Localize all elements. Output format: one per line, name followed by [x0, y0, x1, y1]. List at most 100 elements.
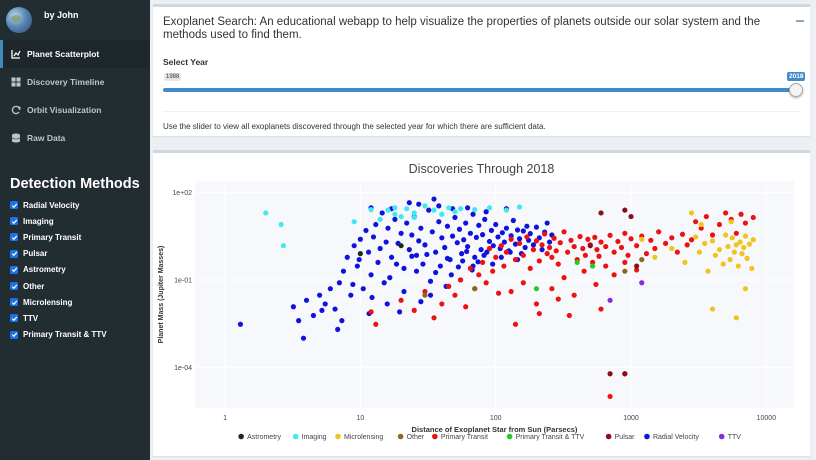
data-point-radial-velocity[interactable] — [530, 242, 537, 248]
data-point-radial-velocity[interactable] — [409, 253, 415, 259]
data-point-radial-velocity[interactable] — [393, 261, 400, 267]
legend-marker[interactable] — [335, 433, 341, 440]
data-point-primary-transit[interactable] — [679, 231, 686, 237]
data-point-primary-transit[interactable] — [561, 275, 567, 281]
checkbox-checked-icon[interactable] — [10, 201, 18, 210]
data-point-primary-transit[interactable] — [652, 245, 658, 252]
data-point-primary-transit[interactable] — [571, 243, 577, 250]
data-point-primary-transit[interactable] — [662, 240, 669, 246]
data-point-radial-velocity[interactable] — [373, 221, 379, 228]
data-point-microlensing[interactable] — [729, 235, 735, 241]
data-point-radial-velocity[interactable] — [300, 335, 307, 341]
legend-marker[interactable] — [432, 433, 438, 440]
method-checkbox-row[interactable]: Pulsar — [0, 246, 150, 262]
legend-marker[interactable] — [644, 433, 650, 440]
data-point-imaging[interactable] — [368, 207, 374, 213]
data-point-microlensing[interactable] — [693, 234, 699, 240]
checkbox-checked-icon[interactable] — [10, 265, 18, 274]
method-checkbox-row[interactable]: Astrometry — [0, 262, 150, 278]
data-point-radial-velocity[interactable] — [340, 268, 347, 274]
data-point-primary-transit[interactable] — [598, 306, 604, 312]
sidebar-item-raw-data[interactable]: Raw Data — [0, 124, 150, 152]
data-point-primary-transit[interactable] — [603, 243, 609, 250]
data-point-primary-transit[interactable] — [607, 393, 613, 400]
data-point-radial-velocity[interactable] — [398, 230, 404, 236]
legend-label[interactable]: Primary Transit — [441, 434, 488, 441]
data-point-radial-velocity[interactable] — [431, 196, 437, 202]
data-point-microlensing[interactable] — [746, 241, 753, 247]
data-point-primary-transit[interactable] — [512, 321, 519, 327]
data-point-microlensing[interactable] — [737, 239, 743, 245]
legend-label[interactable]: Primary Transit & TTV — [516, 434, 585, 441]
data-point-imaging[interactable] — [486, 205, 493, 211]
data-point-imaging[interactable] — [398, 213, 404, 220]
data-point-radial-velocity[interactable] — [544, 220, 550, 226]
data-point-primary-transit[interactable] — [733, 230, 739, 236]
checkbox-checked-icon[interactable] — [10, 217, 18, 226]
data-point-primary-transit[interactable] — [557, 240, 563, 246]
data-point-radial-velocity[interactable] — [404, 220, 410, 226]
data-point-primary-transit[interactable] — [577, 233, 583, 240]
data-point-radial-velocity[interactable] — [495, 234, 501, 240]
data-point-primary-transit[interactable] — [566, 312, 572, 319]
data-point-radial-velocity[interactable] — [459, 251, 465, 257]
data-point-primary-transit[interactable] — [669, 235, 675, 241]
data-point-primary-transit[interactable] — [516, 240, 523, 246]
data-point-primary-transit[interactable] — [580, 245, 586, 252]
data-point-radial-velocity[interactable] — [418, 225, 424, 231]
data-point-astrometry[interactable] — [398, 243, 404, 249]
method-checkbox-row[interactable]: Imaging — [0, 213, 150, 229]
data-point-radial-velocity[interactable] — [465, 243, 471, 250]
legend-marker[interactable] — [397, 433, 404, 440]
data-point-primary-transit[interactable] — [561, 229, 567, 235]
data-point-primary-transit[interactable] — [463, 304, 469, 310]
data-point-radial-velocity[interactable] — [507, 249, 513, 255]
data-point-radial-velocity[interactable] — [360, 286, 366, 292]
data-point-primary-transit[interactable] — [539, 242, 545, 248]
data-point-radial-velocity[interactable] — [476, 222, 482, 228]
legend-label[interactable]: Microlensing — [344, 434, 383, 441]
data-point-radial-velocity[interactable] — [365, 249, 372, 255]
data-point-imaging[interactable] — [278, 221, 284, 228]
data-point-radial-velocity[interactable] — [527, 231, 533, 237]
data-point-radial-velocity[interactable] — [463, 220, 469, 226]
legend-label[interactable]: Radial Velocity — [653, 434, 699, 441]
data-point-primary-transit-ttv[interactable] — [590, 263, 596, 269]
data-point-radial-velocity[interactable] — [381, 280, 387, 286]
data-point-microlensing[interactable] — [696, 249, 703, 255]
data-point-primary-transit[interactable] — [603, 263, 609, 269]
data-point-radial-velocity[interactable] — [368, 272, 374, 278]
data-point-radial-velocity[interactable] — [479, 232, 486, 238]
data-point-imaging[interactable] — [385, 207, 391, 213]
data-point-radial-velocity[interactable] — [379, 210, 385, 216]
data-point-radial-velocity[interactable] — [303, 297, 310, 303]
data-point-primary-transit[interactable] — [628, 236, 634, 242]
checkbox-checked-icon[interactable] — [10, 249, 18, 258]
data-point-radial-velocity[interactable] — [377, 245, 383, 252]
data-point-radial-velocity[interactable] — [452, 214, 458, 221]
data-point-radial-velocity[interactable] — [418, 299, 424, 305]
collapse-icon[interactable] — [796, 20, 804, 22]
data-point-radial-velocity[interactable] — [439, 235, 445, 241]
data-point-primary-transit[interactable] — [486, 245, 493, 252]
data-point-microlensing[interactable] — [688, 210, 695, 216]
data-point-microlensing[interactable] — [639, 236, 645, 242]
data-point-primary-transit[interactable] — [618, 244, 625, 251]
data-point-primary-transit[interactable] — [750, 214, 756, 221]
data-point-microlensing[interactable] — [733, 242, 739, 248]
data-point-primary-transit[interactable] — [536, 310, 542, 317]
data-point-imaging[interactable] — [377, 216, 383, 222]
data-point-radial-velocity[interactable] — [375, 259, 381, 266]
data-point-radial-velocity[interactable] — [493, 221, 499, 228]
data-point-primary-transit[interactable] — [446, 283, 452, 290]
data-point-radial-velocity[interactable] — [510, 217, 516, 224]
data-point-primary-transit[interactable] — [622, 230, 628, 236]
data-point-primary-transit[interactable] — [490, 268, 496, 274]
data-point-radial-velocity[interactable] — [401, 265, 407, 271]
data-point-imaging[interactable] — [280, 243, 287, 249]
data-point-microlensing[interactable] — [742, 233, 749, 239]
data-point-radial-velocity[interactable] — [388, 254, 395, 260]
data-point-pulsar[interactable] — [598, 210, 604, 216]
data-point-microlensing[interactable] — [720, 261, 726, 267]
data-point-microlensing[interactable] — [716, 247, 723, 253]
